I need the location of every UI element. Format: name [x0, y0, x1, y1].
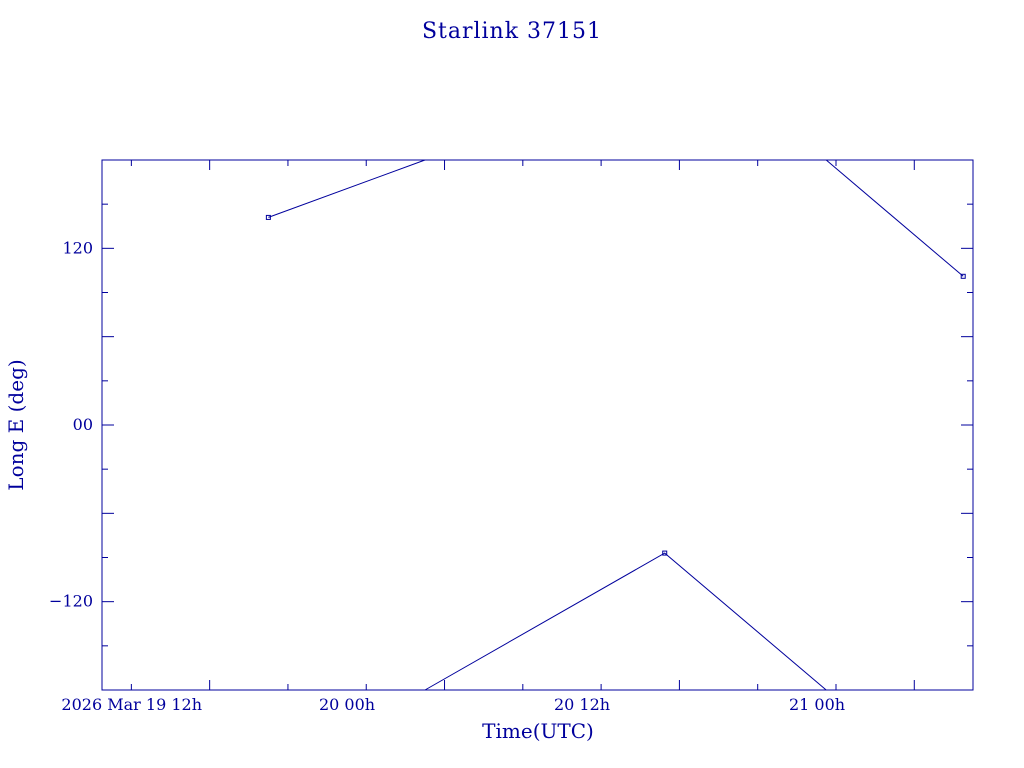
x-tick-label: 2026 Mar 19 12h: [61, 695, 202, 714]
x-axis-title: Time(UTC): [482, 719, 594, 743]
y-axis-title: Long E (deg): [4, 359, 28, 490]
chart-title: Starlink 37151: [422, 19, 602, 44]
x-tick-label: 20 12h: [554, 695, 610, 714]
data-point: [265, 214, 271, 220]
y-tick-label: −120: [49, 592, 93, 611]
data-point: [662, 550, 668, 556]
data-point: [960, 273, 966, 279]
data-marks: [265, 159, 966, 691]
x-tick-label: 20 00h: [319, 695, 375, 714]
tick-labels: 2026 Mar 19 12h 20 00h 20 12h 21 00h 120 00 −1…: [49, 238, 845, 714]
series-line-segment: [268, 159, 426, 218]
axis-ticks: [102, 160, 973, 690]
y-tick-label: 00: [73, 415, 93, 434]
series-line-segment: [825, 159, 964, 277]
plot-frame: [101, 159, 974, 691]
x-tick-label: 21 00h: [789, 695, 845, 714]
y-tick-label: 120: [62, 238, 93, 257]
series-line-segment: [424, 552, 827, 691]
